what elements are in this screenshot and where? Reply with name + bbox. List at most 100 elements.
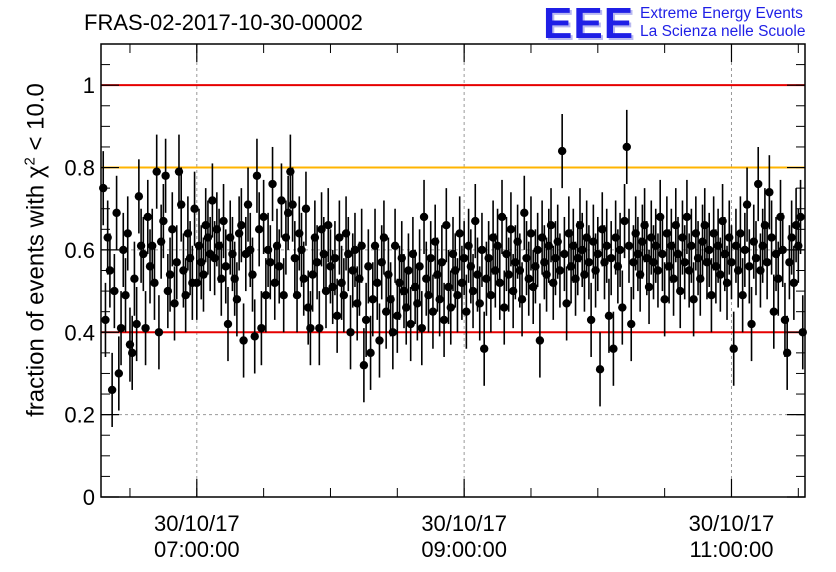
data-point [789,278,799,288]
data-point [778,245,787,255]
reference-lines [101,84,805,334]
data-point [254,225,264,234]
data-point [208,196,217,205]
eee-logo-text: Extreme Energy Events La Scienza nelle S… [640,5,805,41]
data-point [497,212,507,222]
y-axis-label-exponent: 2 [21,157,39,166]
x-tick-label-date: 30/10/17 [689,511,775,536]
y-tick-label: 0 [83,485,95,510]
data-point [152,167,161,176]
data-point [765,188,774,197]
data-point [586,315,596,325]
data-point [165,270,175,279]
data-point [181,291,190,300]
y-tick-label: 0.2 [64,403,95,428]
data-point [172,258,181,267]
data-point [624,241,634,250]
chart-title: FRAS-02-2017-10-30-00002 [84,10,363,35]
data-point [471,216,480,226]
data-point [486,291,496,300]
data-point [292,291,302,300]
data-point [595,365,605,374]
data-point [243,200,253,209]
data-point [366,348,375,358]
data-point [475,299,484,308]
data-point [114,369,124,378]
data-point [705,245,714,255]
data-point [301,204,311,213]
data-point [404,266,413,275]
data-point [368,295,377,304]
data-point [419,212,429,222]
data-point [266,258,275,267]
data-point [277,196,286,205]
data-point [622,142,631,152]
data-point [535,336,545,345]
data-point [257,323,266,333]
data-point [346,328,355,337]
data-point [344,249,353,259]
data-point [727,258,736,267]
data-point [767,233,776,242]
eee-logo-line1: Extreme Energy Events [640,5,803,22]
y-axis-label-suffix: < 10.0 [22,83,50,158]
data-point [669,274,678,283]
data-point [658,249,667,259]
x-tick-label-time: 11:00:00 [689,537,773,562]
data-point [446,303,455,312]
y-axis-label-prefix: fraction of events with [22,178,50,417]
x-tick-label-time: 09:00:00 [421,537,507,562]
data-point [479,344,489,353]
data-point [110,286,119,296]
data-point [350,245,360,255]
data-point [722,278,732,288]
data-point [736,229,745,238]
data-point [506,225,516,234]
data-point [339,291,349,300]
y-tick-label: 0.8 [64,156,95,181]
data-point [462,307,471,316]
data-point [107,385,117,395]
data-point [468,286,478,296]
data-point [627,319,636,329]
data-point [315,323,324,333]
data-point [279,291,288,300]
data-point [143,212,152,222]
data-point [584,258,594,267]
data-point [159,216,168,226]
data-point [248,270,257,279]
data-point [150,278,159,288]
data-point [299,274,308,283]
data-point [455,229,464,238]
data-point [526,229,536,238]
data-series [99,109,807,427]
data-point [754,179,763,189]
data-point [141,323,150,333]
data-point [437,258,447,267]
data-point [406,319,415,329]
data-point [332,311,342,320]
data-point [359,361,369,370]
data-point [415,262,424,271]
data-point [676,286,685,296]
data-point [335,233,344,242]
data-point [252,171,262,180]
data-point [716,270,725,279]
data-point [139,249,148,259]
x-tick-label-date: 30/10/17 [154,511,240,536]
eee-logo: EEE Extreme Energy Events La Scienza nel… [543,2,806,46]
data-point [119,245,128,255]
data-point [562,299,571,308]
data-point [644,282,654,292]
data-point [477,245,487,255]
data-point [321,286,331,296]
data-point [745,262,754,271]
data-point [190,204,199,213]
data-point [288,200,297,209]
data-point [774,274,783,283]
data-point [751,253,761,263]
data-point [237,221,246,230]
data-point [330,253,340,263]
data-point [618,303,627,312]
